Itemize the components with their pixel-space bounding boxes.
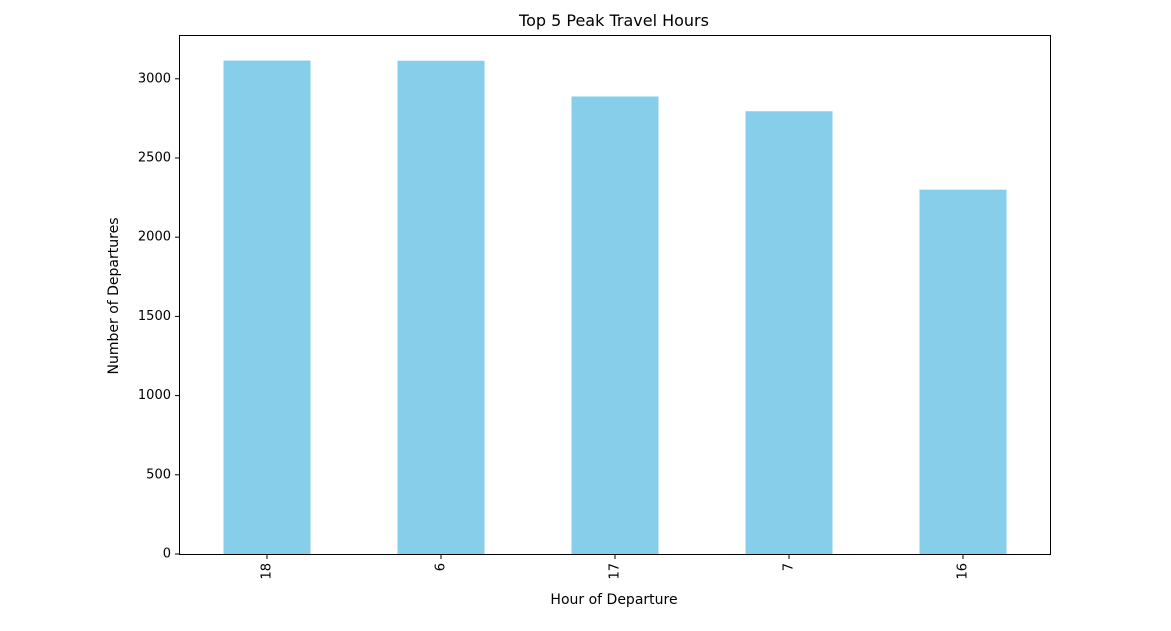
- x-tick-label: 6: [434, 563, 449, 571]
- y-tick-label: 1500: [138, 309, 171, 324]
- x-tick-label: 18: [260, 563, 275, 580]
- y-tick-label: 2000: [138, 230, 171, 245]
- x-tick-label: 17: [608, 563, 623, 580]
- y-tick-label: 0: [163, 547, 171, 562]
- chart-title: Top 5 Peak Travel Hours: [518, 11, 709, 30]
- bar-hour-17: [571, 96, 659, 554]
- bars-layer: [223, 60, 1007, 555]
- y-tick-label: 1000: [138, 388, 171, 403]
- ticks-layer: 18 6 17 7 16 0 500 1000 1500 2000 2500 3000: [138, 71, 971, 579]
- x-axis-label: Hour of Departure: [550, 592, 677, 608]
- y-tick-label: 500: [146, 467, 171, 482]
- y-tick-label: 2500: [138, 150, 171, 165]
- bar-hour-18: [223, 60, 311, 554]
- bar-hour-16: [919, 189, 1007, 555]
- x-tick-label: 7: [782, 563, 797, 571]
- y-axis-label: Number of Departures: [106, 218, 122, 375]
- bar-hour-7: [745, 111, 833, 554]
- x-tick-label: 16: [956, 563, 971, 580]
- y-tick-label: 3000: [138, 71, 171, 86]
- plot-frame: [179, 35, 1051, 555]
- bar-hour-6: [397, 60, 485, 555]
